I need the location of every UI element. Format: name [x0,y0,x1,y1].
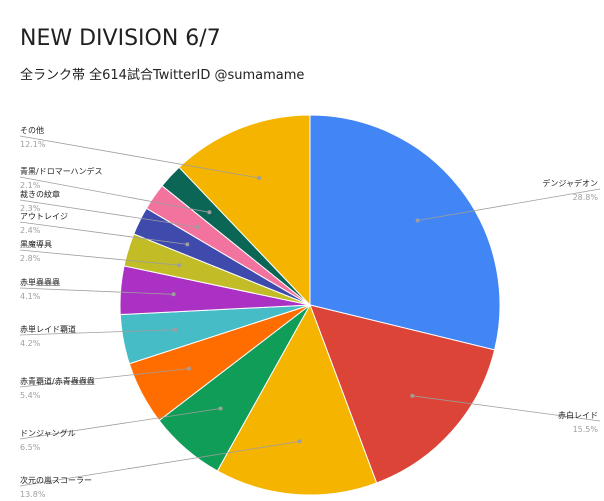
leader-line [19,199,198,228]
leader-line [19,249,180,266]
leader-dot [257,176,262,180]
slice-label: 赤単レイド覇道 [20,324,76,334]
leader-dot [171,292,176,297]
leader-dot [218,406,223,411]
chart-subtitle: 全ランク帯 全614試合TwitterID @sumamame [20,68,305,83]
leader-line [19,221,188,245]
slice-label: デンジャデオン [542,178,598,188]
leader-line [19,368,189,388]
slice-percent: 5.4% [20,391,41,400]
leader-dot [185,242,190,247]
leader-line [19,176,210,213]
slice-label: 赤青覇道/赤青蟲蟲蟲 [20,376,95,386]
slice-percent: 2.1% [20,181,41,190]
slice-label: ドンジャングル [20,428,76,438]
slice-label: 黒魔導具 [20,239,52,249]
leader-line [19,135,260,179]
slice-percent: 12.1% [20,140,46,149]
leader-dot [173,327,178,332]
slice-percent: 15.5% [573,425,599,434]
leader-dot [177,263,182,268]
leader-line [412,395,601,422]
slice-label: 次元の嵐スコーラー [20,475,92,485]
leader-dot [195,225,200,229]
slice-1 [309,304,496,484]
slice-label: アウトレイジ [20,212,68,221]
slice-percent: 2.8% [20,254,41,263]
leader-dot [186,366,191,371]
slice-percent: 28.8% [573,193,599,202]
slice-label: 赤単蟲蟲蟲 [20,277,60,287]
leader-line [19,329,176,336]
slice-percent: 6.5% [20,443,41,452]
slice-percent: 4.1% [20,292,41,301]
slice-label: その他 [20,125,44,135]
leader-dot [415,218,420,223]
leader-line [19,287,174,295]
leader-dot [297,439,302,444]
slice-label: 裁きの紋章 [20,189,60,199]
slice-percent: 4.2% [20,339,41,348]
slice-percent: 2.4% [20,226,41,235]
slice-11 [178,114,311,307]
slice-label: 青黒/ドロマーハンデス [20,166,103,176]
leader-line [417,188,601,221]
slice-2 [216,303,378,496]
leader-dot [410,393,415,398]
leader-dot [207,210,212,215]
slice-percent: 2.3% [20,204,41,213]
slice-0 [309,114,501,351]
leader-line [19,441,300,487]
slice-percent: 13.8% [20,490,46,499]
chart-title: NEW DIVISION 6/7 [20,26,221,51]
slice-label: 赤白レイド [558,410,598,420]
leader-line [19,408,221,440]
